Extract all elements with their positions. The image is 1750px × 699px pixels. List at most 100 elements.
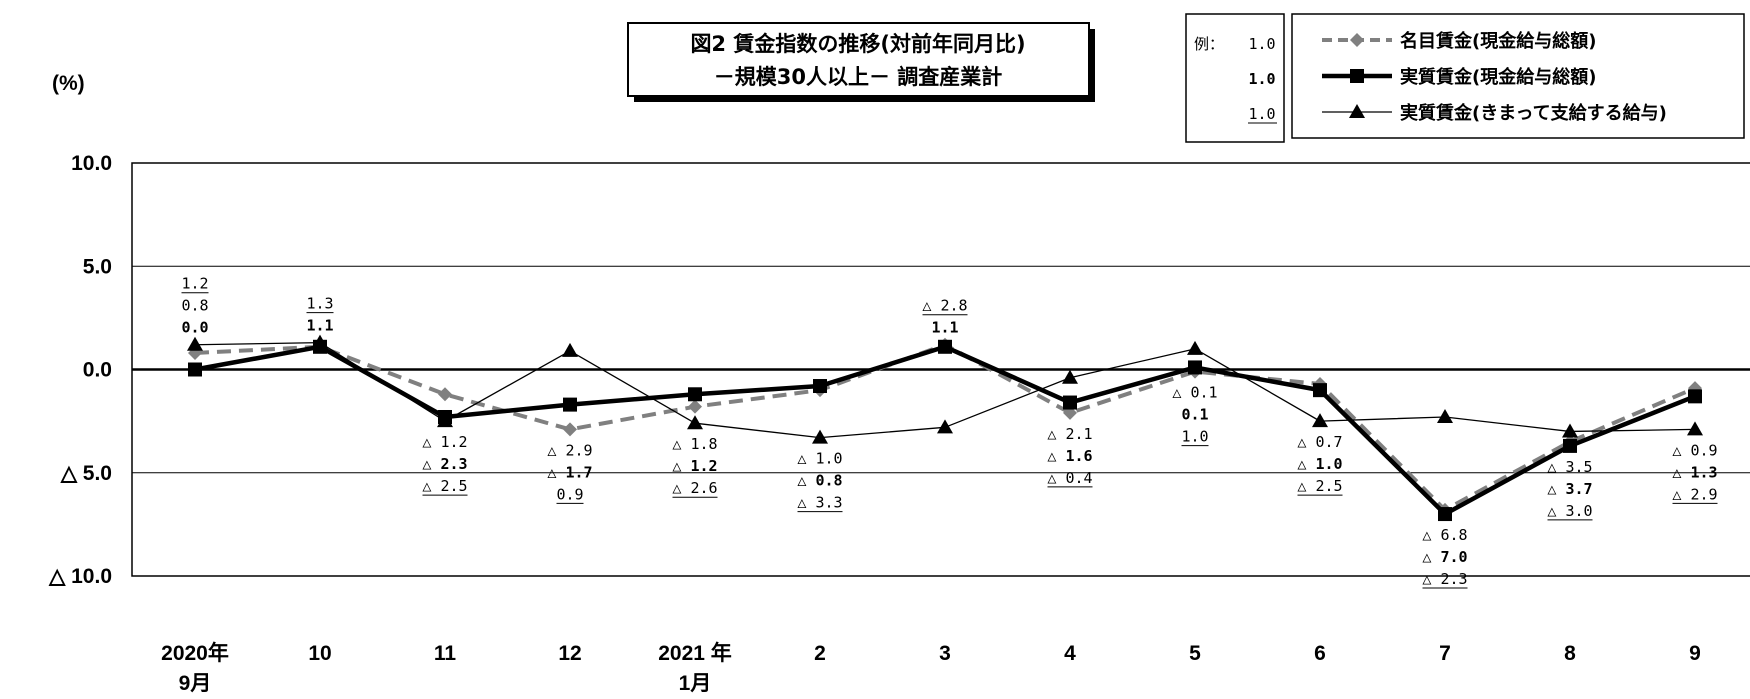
data-label: △ 2.5: [422, 477, 467, 495]
legend-marker-1: [1350, 33, 1364, 47]
data-label: △ 2.3: [422, 455, 467, 473]
data-label: △ 1.0: [797, 450, 842, 468]
y-tick-label: 10.0: [71, 152, 112, 175]
series-3-point: [1187, 340, 1203, 355]
data-label: △ 0.1: [1172, 384, 1217, 402]
data-label: 1.1: [931, 319, 958, 337]
series-1-point: [688, 399, 702, 414]
data-label: △ 1.0: [1297, 455, 1342, 473]
series-2-point: [813, 379, 827, 394]
y-tick-label: △ 5.0: [60, 462, 112, 485]
data-label: 0.1: [1181, 406, 1208, 424]
x-tick-label: 9月: [179, 672, 212, 695]
series-3-point: [1312, 413, 1328, 428]
data-label: 0.8: [181, 297, 208, 315]
series-2-point: [1313, 383, 1327, 398]
data-label: △ 6.8: [1422, 526, 1467, 544]
x-tick-label: 3: [939, 642, 951, 665]
data-label: △ 0.8: [797, 472, 842, 490]
x-tick-label: 1月: [679, 672, 712, 695]
legend-example-1: 1.0: [1248, 35, 1275, 53]
data-label: 1.3: [306, 295, 333, 313]
series-3-point: [562, 342, 578, 357]
series-3-point: [1687, 421, 1703, 436]
data-label: △ 1.6: [1047, 447, 1092, 465]
data-label: △ 3.5: [1547, 458, 1592, 476]
legend-entry-1: 名目賃金(現金給与総額): [1400, 30, 1596, 52]
data-label: △ 2.8: [922, 297, 967, 315]
x-tick-label: 2: [814, 642, 826, 665]
x-tick-label: 6: [1314, 642, 1326, 665]
series-3-point: [187, 336, 203, 351]
legend-marker-2: [1350, 69, 1364, 83]
series-2-point: [1063, 395, 1077, 410]
data-label: 1.2: [181, 275, 208, 293]
series-3-point: [1062, 369, 1078, 384]
x-tick-label: 12: [558, 642, 581, 665]
data-label: △ 0.9: [1672, 441, 1717, 459]
legend-entry-3: 実質賃金(きまって支給する給与): [1400, 102, 1667, 124]
data-label: △ 2.9: [547, 441, 592, 459]
x-tick-label: 10: [308, 642, 331, 665]
data-label: △ 1.3: [1672, 463, 1717, 481]
series-3-point: [437, 413, 453, 428]
data-label: △ 1.8: [672, 435, 717, 453]
series-1-point: [438, 387, 452, 402]
data-label: 0.0: [181, 319, 208, 337]
series-2-point: [1188, 360, 1202, 375]
x-tick-label: 5: [1189, 642, 1201, 665]
legend-example-3: 1.0: [1248, 105, 1275, 123]
x-tick-label: 9: [1689, 642, 1701, 665]
series-2-point: [188, 362, 202, 377]
data-label: 0.9: [556, 485, 583, 503]
data-label: △ 2.5: [1297, 477, 1342, 495]
series-2-point: [1563, 438, 1577, 453]
y-tick-label: △ 10.0: [48, 565, 112, 588]
series-2-point: [1438, 507, 1452, 522]
data-label: △ 2.6: [672, 479, 717, 497]
x-tick-label: 2021 年: [658, 641, 732, 665]
x-tick-label: 4: [1064, 642, 1076, 665]
plot-area: 10.0 5.0 0.0 △ 5.0 △ 10.0 2020年 9月 10 11 12 2021 年…: [48, 152, 1750, 695]
series-3-point: [687, 415, 703, 430]
data-label: △ 3.3: [797, 494, 842, 512]
series-3-point: [312, 334, 328, 349]
data-label: △ 3.7: [1547, 480, 1592, 498]
legend-example-2: 1.0: [1248, 70, 1275, 88]
data-label: 1.1: [306, 317, 333, 335]
chart-subtitle: －規模30人以上－ 調査産業計: [714, 65, 1003, 89]
series-3-point: [1562, 423, 1578, 438]
series-2-point: [563, 397, 577, 412]
series-2-point: [938, 339, 952, 354]
data-label: △ 1.7: [547, 463, 592, 481]
legend-example-prefix: 例：: [1194, 35, 1224, 53]
data-label: △ 2.3: [1422, 570, 1467, 588]
data-label: △ 7.0: [1422, 548, 1467, 566]
series-1-point: [563, 422, 577, 437]
series-2-point: [688, 387, 702, 402]
data-label: △ 0.7: [1297, 433, 1342, 451]
x-tick-label: 7: [1439, 642, 1451, 665]
chart-title: 図2 賃金指数の推移(対前年同月比): [690, 32, 1025, 56]
data-label: △ 1.2: [672, 457, 717, 475]
series-2-point: [1688, 389, 1702, 404]
data-label: △ 2.1: [1047, 425, 1092, 443]
series-3-point: [1437, 408, 1453, 423]
title-box: 図2 賃金指数の推移(対前年同月比) －規模30人以上－ 調査産業計: [627, 22, 1095, 102]
data-label: △ 1.2: [422, 433, 467, 451]
x-tick-label: 11: [434, 642, 457, 665]
series-3-point: [937, 419, 953, 434]
x-tick-label: 8: [1564, 642, 1576, 665]
y-axis-label: (%): [52, 72, 85, 95]
legend-entry-2: 実質賃金(現金給与総額): [1400, 66, 1596, 88]
data-label: △ 0.4: [1047, 469, 1092, 487]
series-3-point: [812, 429, 828, 444]
y-tick-label: 0.0: [83, 359, 112, 382]
data-label: 1.0: [1181, 428, 1208, 446]
data-label: △ 2.9: [1672, 485, 1717, 503]
legend-marker-3: [1349, 104, 1365, 118]
data-label: △ 3.0: [1547, 502, 1592, 520]
x-tick-label: 2020年: [161, 641, 229, 665]
legend: 名目賃金(現金給与総額) 実質賃金(現金給与総額) 実質賃金(きまって支給する給与)…: [1185, 13, 1745, 143]
